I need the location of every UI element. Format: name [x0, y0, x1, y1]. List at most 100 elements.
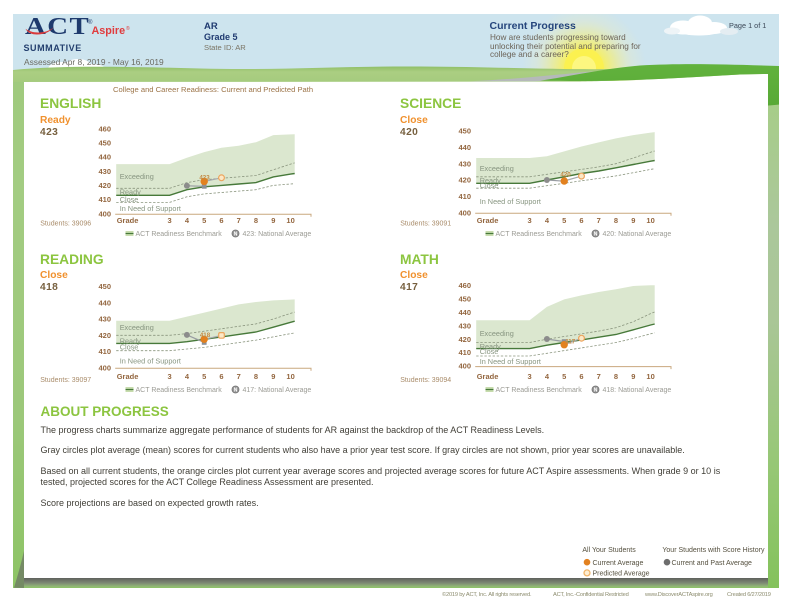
svg-text:Students: 39097: Students: 39097 — [40, 377, 91, 384]
svg-text:10: 10 — [646, 372, 654, 381]
svg-text:6: 6 — [579, 216, 583, 225]
svg-text:ACT Readiness Benchmark: ACT Readiness Benchmark — [136, 231, 223, 238]
svg-text:4: 4 — [185, 216, 190, 225]
svg-text:Close: Close — [480, 181, 499, 190]
svg-text:N: N — [234, 232, 238, 238]
svg-text:N: N — [594, 232, 598, 238]
svg-text:460: 460 — [98, 124, 111, 133]
svg-text:410: 410 — [458, 348, 471, 357]
svg-text:Students: 39094: Students: 39094 — [400, 377, 451, 384]
svg-text:Exceeding: Exceeding — [480, 164, 514, 173]
svg-text:N: N — [234, 388, 238, 394]
svg-text:7: 7 — [597, 372, 601, 381]
svg-text:Grade: Grade — [117, 216, 139, 225]
svg-text:3: 3 — [528, 372, 532, 381]
svg-text:Ready: Ready — [120, 188, 141, 197]
svg-text:440: 440 — [458, 308, 471, 317]
svg-text:8: 8 — [614, 216, 618, 225]
svg-text:Current Average: Current Average — [593, 560, 644, 567]
svg-text:Grade: Grade — [477, 216, 499, 225]
svg-text:4: 4 — [545, 372, 550, 381]
svg-text:Grade: Grade — [117, 372, 139, 381]
svg-text:440: 440 — [458, 143, 471, 152]
svg-text:7: 7 — [237, 216, 241, 225]
svg-text:450: 450 — [98, 282, 111, 291]
svg-text:ACT Readiness Benchmark: ACT Readiness Benchmark — [496, 387, 583, 394]
svg-text:418: 418 — [200, 332, 211, 339]
svg-text:400: 400 — [458, 208, 471, 217]
svg-text:Students: 39096: Students: 39096 — [40, 221, 91, 228]
svg-text:410: 410 — [458, 192, 471, 201]
svg-text:450: 450 — [458, 127, 471, 136]
svg-text:420: 420 — [560, 172, 571, 179]
svg-text:9: 9 — [271, 216, 275, 225]
svg-text:8: 8 — [614, 372, 618, 381]
svg-text:440: 440 — [98, 153, 111, 162]
svg-text:3: 3 — [528, 216, 532, 225]
svg-text:410: 410 — [98, 347, 111, 356]
svg-text:7: 7 — [597, 216, 601, 225]
svg-text:3: 3 — [168, 216, 172, 225]
svg-text:400: 400 — [458, 362, 471, 371]
svg-text:423: 423 — [199, 175, 210, 182]
svg-text:Close: Close — [120, 195, 139, 204]
svg-text:ACT Readiness Benchmark: ACT Readiness Benchmark — [496, 231, 583, 238]
svg-text:417: 417 — [565, 339, 576, 346]
svg-text:Ready: Ready — [480, 176, 501, 185]
svg-text:In Need of Support: In Need of Support — [480, 357, 541, 366]
svg-text:7: 7 — [237, 372, 241, 381]
svg-text:430: 430 — [98, 167, 111, 176]
svg-text:In Need of Support: In Need of Support — [120, 204, 181, 213]
svg-text:460: 460 — [458, 281, 471, 290]
svg-text:8: 8 — [254, 372, 258, 381]
svg-text:440: 440 — [98, 298, 111, 307]
svg-text:400: 400 — [98, 209, 111, 218]
svg-text:9: 9 — [631, 372, 635, 381]
svg-text:430: 430 — [458, 159, 471, 168]
svg-text:6: 6 — [219, 372, 223, 381]
svg-text:Exceeding: Exceeding — [120, 323, 154, 332]
svg-text:5: 5 — [202, 372, 206, 381]
svg-text:Exceeding: Exceeding — [480, 329, 514, 338]
svg-text:10: 10 — [286, 216, 294, 225]
svg-text:Close: Close — [120, 343, 139, 352]
svg-text:400: 400 — [98, 363, 111, 372]
svg-text:Students: 39091: Students: 39091 — [400, 221, 451, 228]
svg-text:5: 5 — [202, 216, 206, 225]
svg-text:410: 410 — [98, 195, 111, 204]
svg-text:10: 10 — [646, 216, 654, 225]
svg-text:10: 10 — [286, 372, 294, 381]
svg-text:420: 420 — [458, 176, 471, 185]
svg-text:5: 5 — [562, 216, 566, 225]
svg-text:420: 420 — [458, 335, 471, 344]
svg-text:430: 430 — [98, 315, 111, 324]
svg-text:Exceeding: Exceeding — [120, 172, 154, 181]
svg-text:Current and Past Average: Current and Past Average — [672, 560, 753, 567]
svg-text:430: 430 — [458, 321, 471, 330]
svg-text:Grade: Grade — [477, 372, 499, 381]
svg-text:6: 6 — [579, 372, 583, 381]
svg-text:420: 420 — [98, 331, 111, 340]
svg-text:450: 450 — [458, 294, 471, 303]
svg-text:Ready: Ready — [480, 342, 501, 351]
svg-text:Predicted Average: Predicted Average — [593, 571, 650, 578]
svg-text:In Need of Support: In Need of Support — [120, 357, 181, 366]
svg-text:9: 9 — [271, 372, 275, 381]
svg-text:420: National Average: 420: National Average — [603, 231, 672, 238]
svg-text:420: 420 — [98, 181, 111, 190]
svg-text:450: 450 — [98, 139, 111, 148]
svg-text:ACT Readiness Benchmark: ACT Readiness Benchmark — [136, 387, 223, 394]
svg-text:Close: Close — [480, 347, 499, 356]
svg-text:Ready: Ready — [120, 337, 141, 346]
svg-text:3: 3 — [168, 372, 172, 381]
svg-text:In Need of Support: In Need of Support — [480, 197, 541, 206]
svg-text:9: 9 — [631, 216, 635, 225]
svg-text:423: National Average: 423: National Average — [243, 231, 312, 238]
svg-text:417: National Average: 417: National Average — [243, 387, 312, 394]
svg-text:4: 4 — [185, 372, 190, 381]
svg-text:418: National Average: 418: National Average — [603, 387, 672, 394]
svg-text:5: 5 — [562, 372, 566, 381]
svg-text:6: 6 — [219, 216, 223, 225]
svg-text:4: 4 — [545, 216, 550, 225]
svg-text:N: N — [594, 388, 598, 394]
